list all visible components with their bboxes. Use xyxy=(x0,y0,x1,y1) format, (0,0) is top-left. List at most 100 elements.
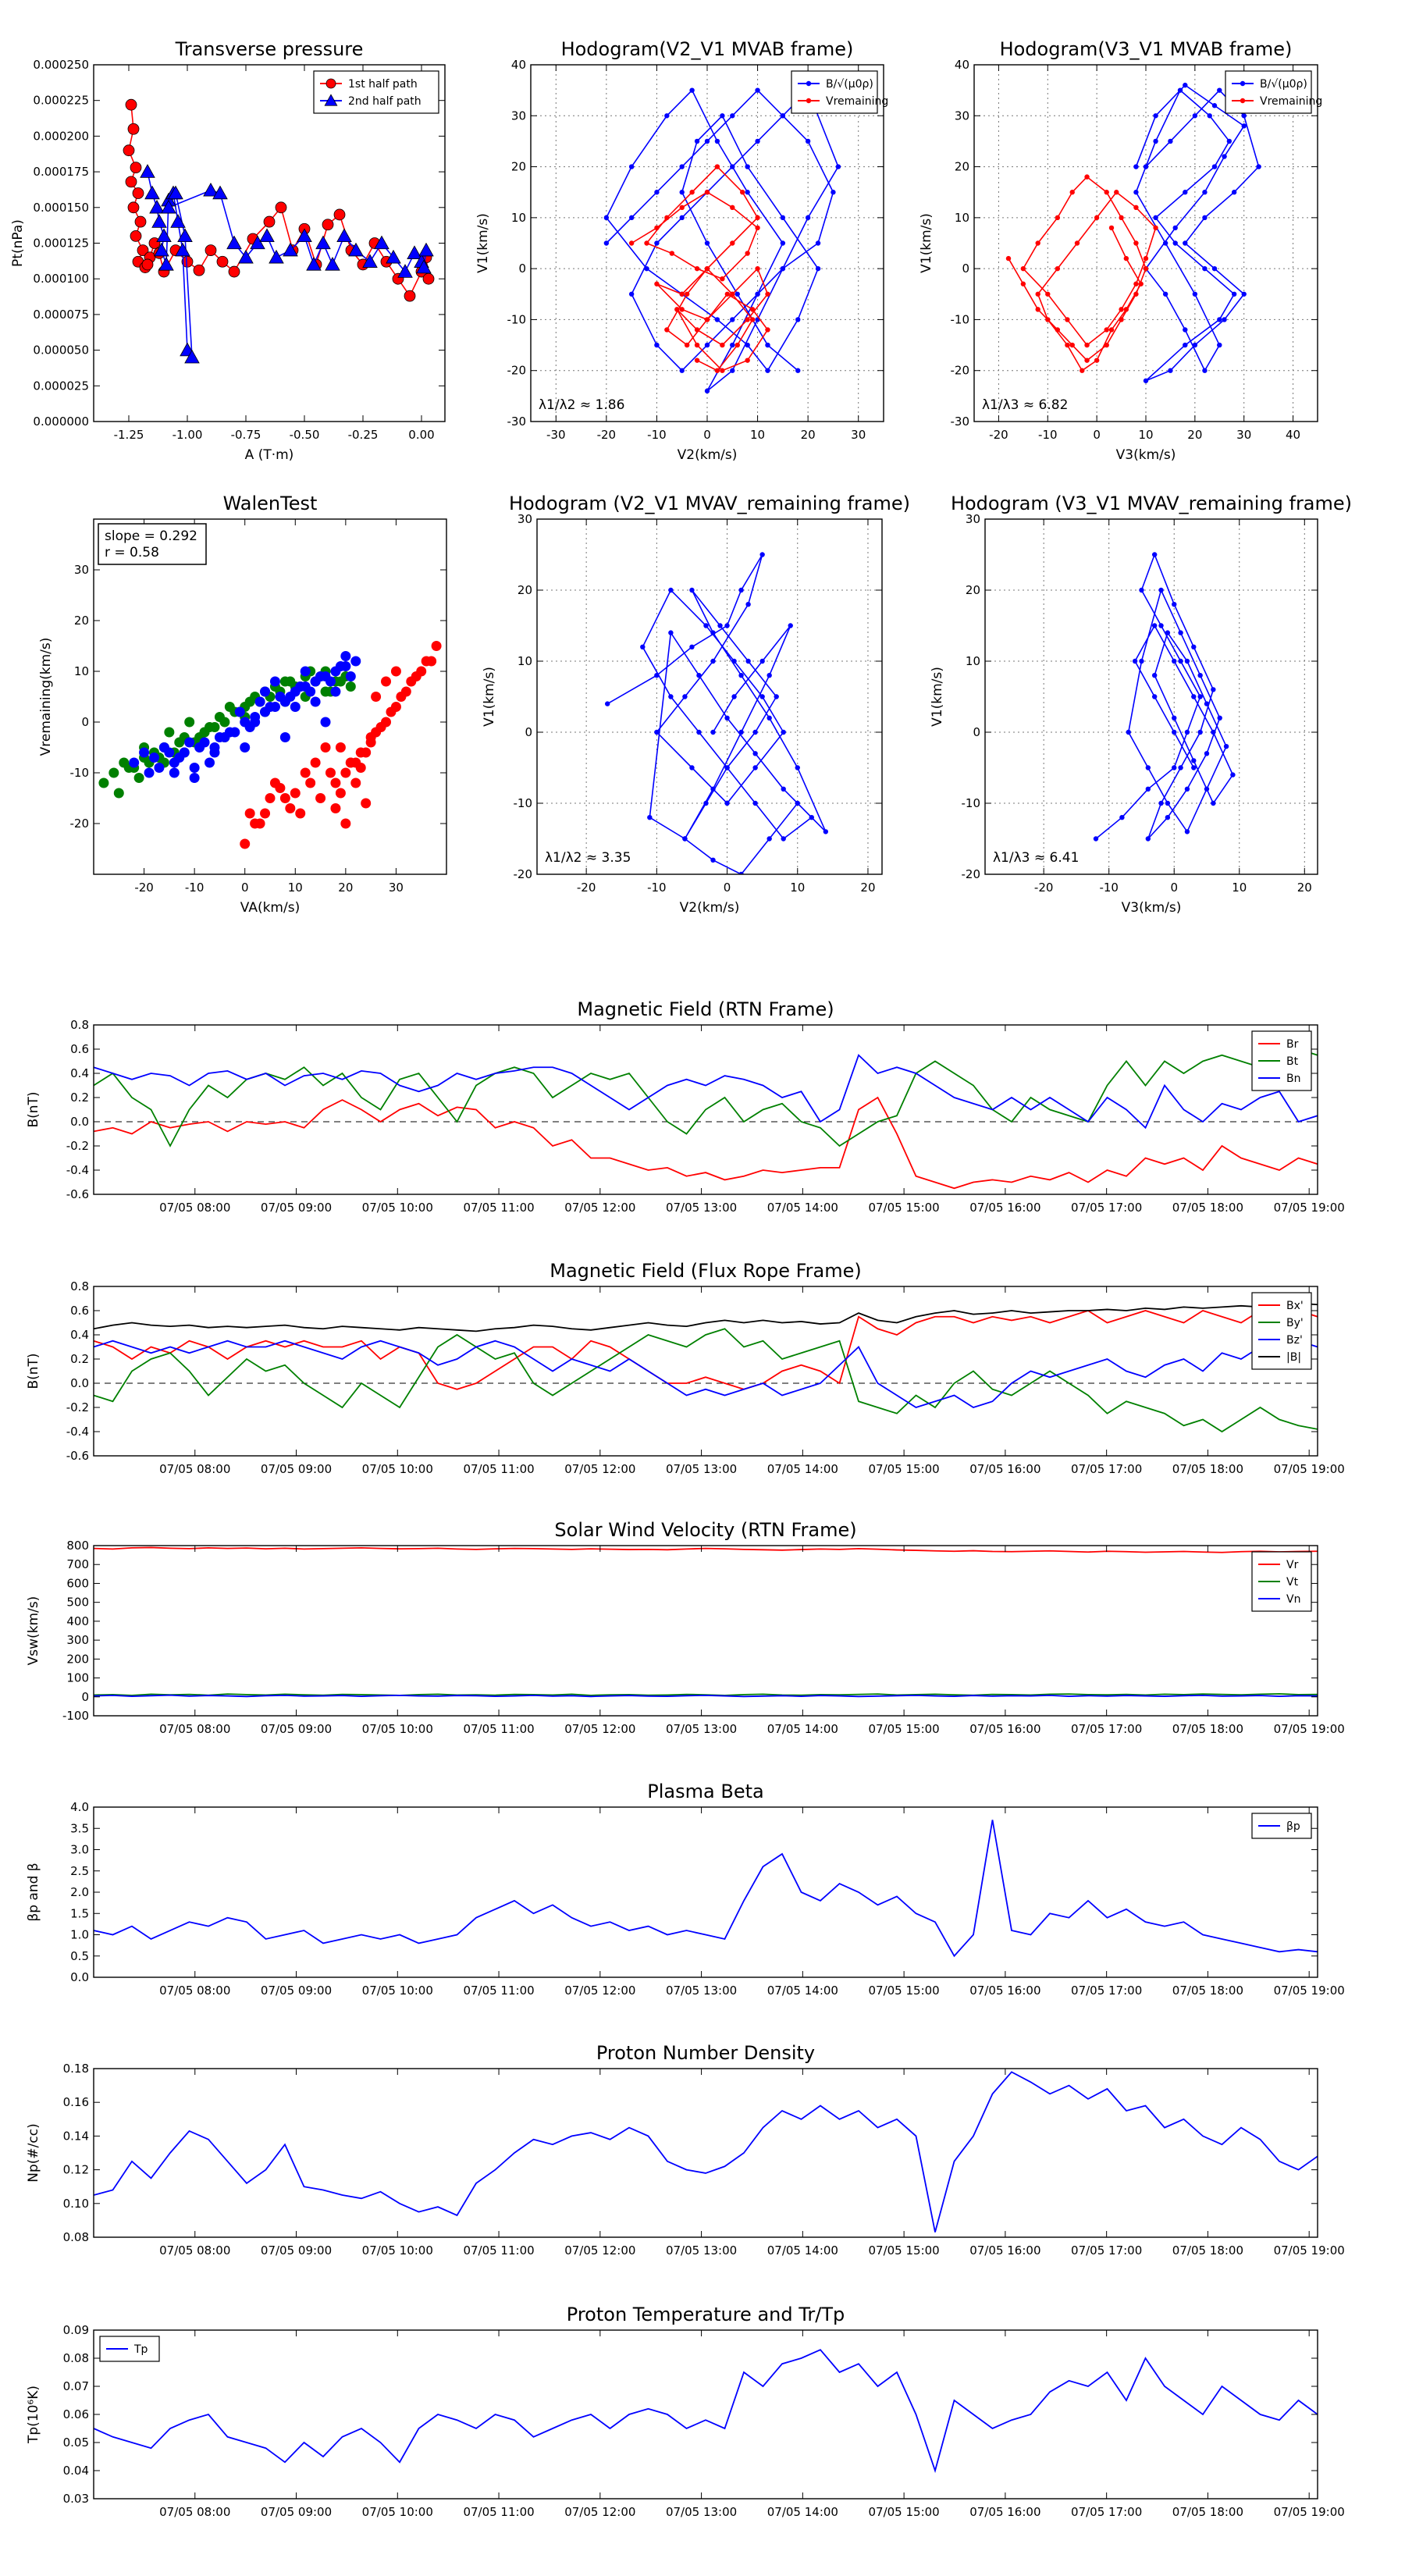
x-tick-label: 07/05 08:00 xyxy=(159,2243,230,2258)
data-point xyxy=(714,138,720,144)
data-point xyxy=(1069,190,1075,195)
data-point xyxy=(720,113,725,119)
data-point xyxy=(1153,215,1158,221)
data-point xyxy=(703,623,709,628)
data-point xyxy=(263,215,276,228)
data-point xyxy=(275,783,286,793)
data-point xyxy=(315,793,326,803)
data-point xyxy=(780,240,786,246)
y-tick-label: 0.8 xyxy=(70,1018,89,1032)
y-tick-label: 0.0 xyxy=(70,1970,89,1984)
data-point xyxy=(300,767,311,778)
data-point xyxy=(1035,307,1040,312)
y-tick-label: -0.4 xyxy=(66,1163,89,1177)
x-tick-label: 07/05 14:00 xyxy=(767,1984,838,1998)
data-point xyxy=(730,113,735,119)
x-tick-label: 07/05 15:00 xyxy=(869,2243,940,2258)
y-tick-label: 30 xyxy=(966,512,980,526)
x-tick-label: 07/05 19:00 xyxy=(1274,1984,1345,1998)
data-point xyxy=(297,228,312,243)
data-point xyxy=(1172,658,1177,664)
data-point xyxy=(1045,317,1051,322)
data-point xyxy=(1202,190,1208,195)
data-point xyxy=(325,676,336,687)
y-tick-label: 0.08 xyxy=(63,2230,89,2244)
data-point xyxy=(348,242,364,257)
data-point xyxy=(694,138,700,144)
data-point xyxy=(234,706,245,717)
x-tick-label: 07/05 19:00 xyxy=(1274,1722,1345,1736)
data-point xyxy=(422,272,435,285)
y-axis-label: V1(km/s) xyxy=(930,667,945,727)
eigenvalue-ratio: λ1/λ2 ≈ 3.35 xyxy=(545,850,631,866)
x-tick-label: 30 xyxy=(1236,428,1251,442)
data-point xyxy=(654,190,660,195)
data-point xyxy=(1133,240,1139,246)
data-point xyxy=(335,661,346,671)
data-point xyxy=(696,729,702,735)
legend-label: Br xyxy=(1286,1038,1299,1051)
data-point xyxy=(149,199,165,214)
data-point xyxy=(684,291,690,297)
chart-title: Hodogram(V2_V1 MVAB frame) xyxy=(561,38,854,60)
y-tick-label: -0.4 xyxy=(66,1425,89,1439)
data-point xyxy=(127,201,140,214)
data-point xyxy=(1151,694,1158,699)
x-tick-label: 07/05 09:00 xyxy=(261,1984,332,1998)
data-point xyxy=(1184,729,1190,735)
data-point xyxy=(704,190,710,195)
x-tick-label: 07/05 15:00 xyxy=(869,2505,940,2519)
x-tick-label: 20 xyxy=(1187,428,1202,442)
data-point xyxy=(752,800,758,806)
data-point xyxy=(710,857,716,863)
y-tick-label: 0.4 xyxy=(70,1328,89,1342)
data-point xyxy=(214,712,225,722)
y-axis-label: Pt(nPa) xyxy=(10,219,26,267)
data-point xyxy=(1241,113,1247,119)
data-point xyxy=(1158,587,1164,593)
series-layer xyxy=(605,552,829,874)
data-point xyxy=(156,228,172,243)
x-tick-label: 20 xyxy=(801,428,816,442)
data-point xyxy=(333,208,346,221)
x-tick-label: -10 xyxy=(647,881,667,895)
x-tick-label: 07/05 16:00 xyxy=(969,1201,1040,1215)
data-point xyxy=(154,763,165,773)
y-tick-label: -0.2 xyxy=(66,1400,89,1414)
legend-label: Tp xyxy=(133,2343,148,2356)
data-point xyxy=(668,587,674,593)
data-point xyxy=(1178,658,1183,664)
x-tick-label: 07/05 14:00 xyxy=(767,1201,838,1215)
y-axis-label: Np(#/cc) xyxy=(26,2123,41,2182)
x-axis-label: V3(km/s) xyxy=(1122,900,1182,916)
data-point xyxy=(244,696,255,707)
data-point xyxy=(306,256,322,271)
data-point xyxy=(374,235,389,250)
data-point xyxy=(682,694,688,699)
data-point xyxy=(1211,164,1218,169)
y-tick-label: 30 xyxy=(518,512,532,526)
x-tick-label: 07/05 13:00 xyxy=(666,1722,737,1736)
y-tick-label: -20 xyxy=(507,364,527,378)
data-point xyxy=(720,276,725,282)
y-tick-label: 0 xyxy=(81,715,89,729)
legend-label: |B| xyxy=(1286,1351,1301,1364)
y-tick-label: 30 xyxy=(955,109,969,123)
data-point xyxy=(285,676,296,687)
data-point xyxy=(745,358,750,363)
data-point xyxy=(717,623,723,628)
data-point xyxy=(1094,358,1100,363)
data-point xyxy=(1055,215,1061,221)
data-point xyxy=(1055,265,1061,272)
y-tick-label: 600 xyxy=(66,1576,89,1590)
data-point xyxy=(654,673,660,678)
y-tick-label: 0.000050 xyxy=(33,343,89,358)
legend-label: Vt xyxy=(1286,1576,1299,1589)
y-tick-label: 0.4 xyxy=(70,1066,89,1080)
plot-frame xyxy=(93,1024,1318,1195)
x-tick-label: 07/05 14:00 xyxy=(767,2505,838,2519)
data-point xyxy=(674,307,680,312)
data-point xyxy=(795,368,801,373)
data-point xyxy=(780,265,786,272)
data-point xyxy=(724,715,730,720)
